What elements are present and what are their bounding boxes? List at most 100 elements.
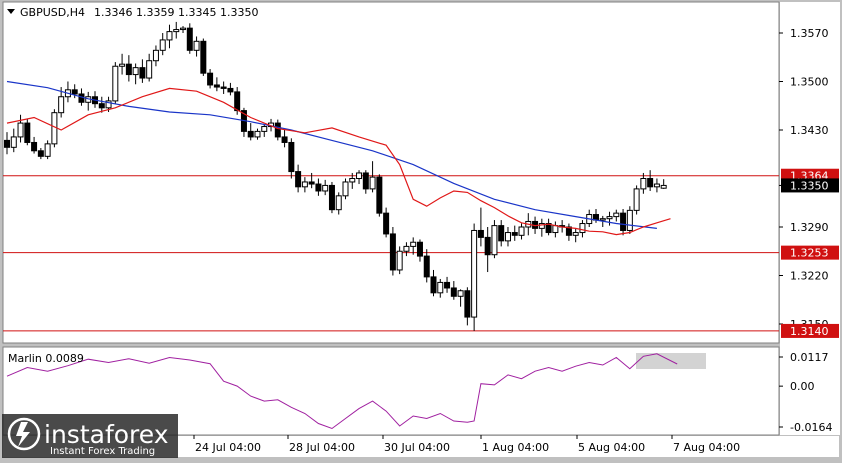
candle-body: [491, 225, 498, 256]
time-tick-label: 28 Jul 04:00: [289, 441, 355, 454]
candle: [389, 227, 396, 276]
indicator-tick-label: 0.00: [790, 380, 815, 393]
candle-body: [308, 181, 315, 185]
candle-body: [335, 195, 342, 211]
candle: [44, 140, 51, 160]
candle: [423, 249, 430, 283]
candle: [301, 177, 308, 193]
candle-body: [98, 103, 105, 109]
candle: [315, 178, 322, 196]
candle-body: [301, 181, 308, 188]
candle-body: [511, 232, 518, 236]
candle: [633, 185, 640, 215]
candle: [152, 45, 159, 67]
candle: [565, 223, 572, 241]
candle: [274, 119, 281, 141]
candle: [261, 124, 268, 137]
price-axis-area: [780, 2, 840, 435]
price-tick-label: 1.3220: [790, 270, 829, 283]
candle: [17, 114, 24, 143]
candle: [444, 276, 451, 293]
candle-body: [234, 91, 241, 112]
time-tick-label: 30 Jul 04:00: [384, 441, 450, 454]
candle-body: [288, 141, 295, 173]
candle-body: [599, 218, 606, 221]
candle: [10, 128, 17, 153]
time-tick-label: 1 Aug 04:00: [482, 441, 549, 454]
candle-body: [606, 216, 613, 220]
candle: [295, 164, 302, 193]
indicator-tick-label: -0.0164: [790, 421, 832, 434]
candle-body: [119, 63, 126, 67]
candle: [31, 136, 38, 154]
candle-body: [281, 136, 288, 143]
candle-body: [328, 184, 335, 211]
candle-body: [430, 276, 437, 294]
candle-body: [342, 181, 349, 197]
candle: [213, 77, 220, 92]
candle: [457, 289, 464, 307]
candle-body: [653, 183, 660, 188]
candle: [322, 179, 329, 196]
candle: [220, 81, 227, 94]
candle-body: [139, 67, 146, 79]
symbol-dropdown-icon[interactable]: [7, 9, 15, 14]
candle: [227, 82, 234, 96]
candle-body: [105, 100, 112, 109]
candle: [166, 24, 173, 49]
candle-body: [423, 255, 430, 278]
candle: [416, 239, 423, 262]
candle-body: [180, 27, 187, 31]
candle-body: [322, 184, 329, 192]
candle: [538, 218, 545, 237]
candle-body: [450, 287, 457, 297]
instaforex-logo: instaforex Instant Forex Trading: [2, 414, 178, 458]
time-tick-label: 7 Aug 04:00: [673, 441, 740, 454]
candle: [37, 148, 44, 160]
candle: [119, 53, 126, 75]
candle-body: [545, 223, 552, 234]
candle-body: [572, 232, 579, 236]
price-tick-label: 1.3290: [790, 221, 829, 234]
candle-body: [254, 130, 261, 138]
main-panel: [2, 1, 780, 344]
candle: [376, 174, 383, 217]
price-tick-label: 1.3430: [790, 124, 829, 137]
candle-body: [403, 245, 410, 252]
candle-body: [159, 39, 166, 51]
candle-body: [416, 241, 423, 257]
candle: [139, 59, 146, 83]
candle: [660, 179, 667, 189]
price-tick-label: 1.3500: [790, 76, 829, 89]
candle: [620, 208, 627, 236]
candle-body: [152, 49, 159, 62]
candle-body: [376, 176, 383, 214]
candle-body: [227, 87, 234, 93]
candle-body: [660, 184, 667, 189]
indicator-tick-label: 0.0117: [790, 351, 829, 364]
candle-body: [44, 143, 51, 157]
candle-body: [620, 212, 627, 231]
current-price-label: 1.3350: [790, 179, 829, 192]
candle: [132, 63, 139, 85]
candle-body: [31, 141, 38, 152]
candle: [207, 69, 214, 89]
candle: [430, 269, 437, 297]
candle-body: [207, 72, 214, 86]
candle: [450, 281, 457, 300]
candle-body: [383, 212, 390, 235]
candle-body: [613, 212, 620, 218]
candle: [484, 227, 491, 273]
candle-body: [295, 171, 302, 188]
candle-body: [579, 223, 586, 234]
candle: [4, 132, 10, 155]
symbol-label: GBPUSD,H4: [20, 6, 85, 19]
candle-body: [125, 63, 132, 76]
time-axis-area: [3, 436, 839, 457]
candle: [71, 84, 78, 99]
candle: [335, 192, 342, 215]
candle: [146, 53, 153, 82]
candle: [159, 33, 166, 56]
